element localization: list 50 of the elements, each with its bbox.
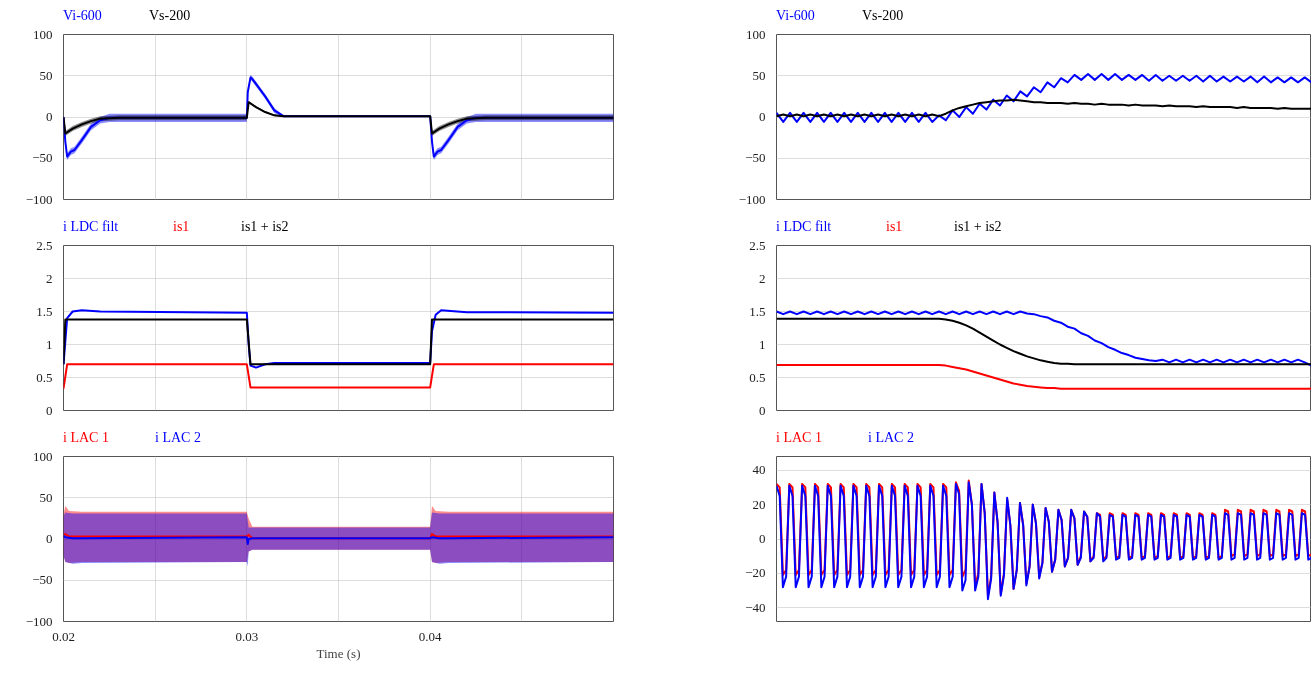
text: Vs-200 [862, 7, 905, 25]
y-tick-label: 2 [46, 270, 53, 286]
text: is1 [173, 218, 191, 236]
text: i LAC 1 [776, 429, 823, 447]
text: Vi-600 [63, 7, 103, 25]
y-tick-label: 1.5 [36, 303, 53, 319]
text: is1 [886, 218, 904, 236]
y-tick-label: 1 [46, 336, 53, 352]
text: Vs-200 [149, 7, 192, 25]
y-tick-label: −40 [745, 599, 766, 615]
y-tick-label: −100 [25, 191, 53, 207]
y-tick-label: 1 [759, 336, 766, 352]
y-tick-label: 100 [33, 26, 53, 42]
y-tick-label: −100 [25, 613, 53, 629]
y-tick-label: 0.5 [749, 369, 766, 385]
y-tick-label: 2 [759, 270, 766, 286]
y-tick-label: 100 [33, 448, 53, 464]
y-tick-label: 100 [746, 26, 766, 42]
y-tick-label: −20 [745, 565, 766, 581]
x-tick-label: 0.03 [235, 628, 259, 644]
y-tick-label: −50 [32, 572, 53, 588]
y-tick-label: −50 [32, 150, 53, 166]
text: i LDC filt [63, 218, 120, 236]
text: i LAC 2 [868, 429, 915, 447]
y-tick-label: 0.5 [36, 369, 53, 385]
text: i LAC 2 [155, 429, 202, 447]
y-tick-label: −50 [745, 150, 766, 166]
y-tick-label: 0 [46, 109, 53, 124]
y-tick-label: 0 [759, 531, 766, 546]
y-tick-label: 0 [759, 402, 766, 418]
y-tick-label: 2.5 [749, 237, 766, 253]
y-tick-label: 0 [46, 402, 53, 418]
y-tick-label: 1.5 [749, 303, 766, 319]
x-tick-label: 0.02 [52, 628, 75, 644]
x-tick-label: 0.04 [418, 628, 443, 644]
text: is1 + is2 [954, 218, 1003, 236]
y-tick-label: 0 [759, 109, 766, 124]
text: i LAC 1 [63, 429, 110, 447]
y-tick-label: 0 [46, 531, 53, 546]
y-tick-label: 50 [752, 67, 766, 83]
y-tick-label: 40 [752, 462, 766, 478]
y-tick-label: 2.5 [36, 237, 53, 253]
y-tick-label: 50 [39, 489, 53, 505]
x-axis-title: Time (s) [316, 645, 361, 661]
text: Vi-600 [776, 7, 816, 25]
y-tick-label: 20 [752, 496, 766, 512]
y-tick-label: −100 [738, 191, 766, 207]
y-tick-label: 50 [39, 67, 53, 83]
text: is1 + is2 [241, 218, 290, 236]
text: i LDC filt [776, 218, 833, 236]
